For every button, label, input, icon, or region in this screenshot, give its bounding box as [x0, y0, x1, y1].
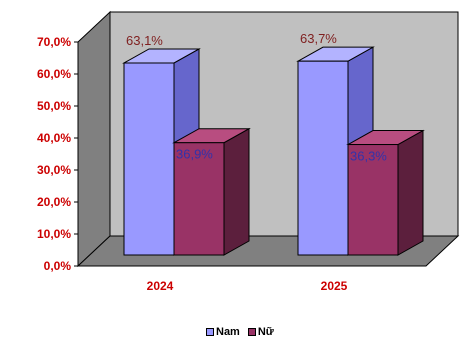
legend: Nam Nữ — [206, 326, 274, 338]
legend-swatch-nu — [247, 328, 256, 336]
data-label: 36,3% — [350, 149, 387, 164]
bar-front-face — [123, 62, 175, 256]
y-tick-label: 0,0% — [44, 259, 72, 273]
legend-label-nam: Nam — [216, 326, 240, 338]
legend-label-nu: Nữ — [257, 326, 274, 338]
bar-side-face — [223, 127, 250, 256]
legend-item-nu: Nữ — [247, 326, 274, 338]
legend-swatch-nam — [206, 328, 214, 336]
bar-n-2024: 36,9% — [172, 127, 251, 256]
chart-side-wall — [77, 10, 111, 268]
y-tick-label: 50,0% — [37, 99, 71, 113]
y-tick-label: 40,0% — [37, 131, 71, 145]
chart: 0,0%10,0%20,0%30,0%40,0%50,0%60,0%70,0% … — [37, 10, 460, 293]
bar-side-face — [397, 129, 424, 256]
x-category-label: 2024 — [147, 279, 174, 293]
y-tick-label: 60,0% — [37, 67, 71, 81]
y-tick-label: 30,0% — [37, 163, 71, 177]
x-category-label: 2025 — [321, 279, 348, 293]
y-tick-label: 70,0% — [37, 35, 71, 49]
y-tick-label: 20,0% — [37, 195, 71, 209]
bar-front-face — [347, 144, 399, 256]
data-label: 36,9% — [176, 147, 213, 162]
bar-n-2025: 36,3% — [346, 129, 425, 256]
bar-front-face — [173, 142, 225, 256]
legend-item-nam: Nam — [206, 326, 240, 338]
data-label: 63,7% — [300, 31, 337, 46]
bar-front-face — [297, 60, 349, 256]
data-label: 63,1% — [126, 33, 163, 48]
y-tick-label: 10,0% — [37, 227, 71, 241]
